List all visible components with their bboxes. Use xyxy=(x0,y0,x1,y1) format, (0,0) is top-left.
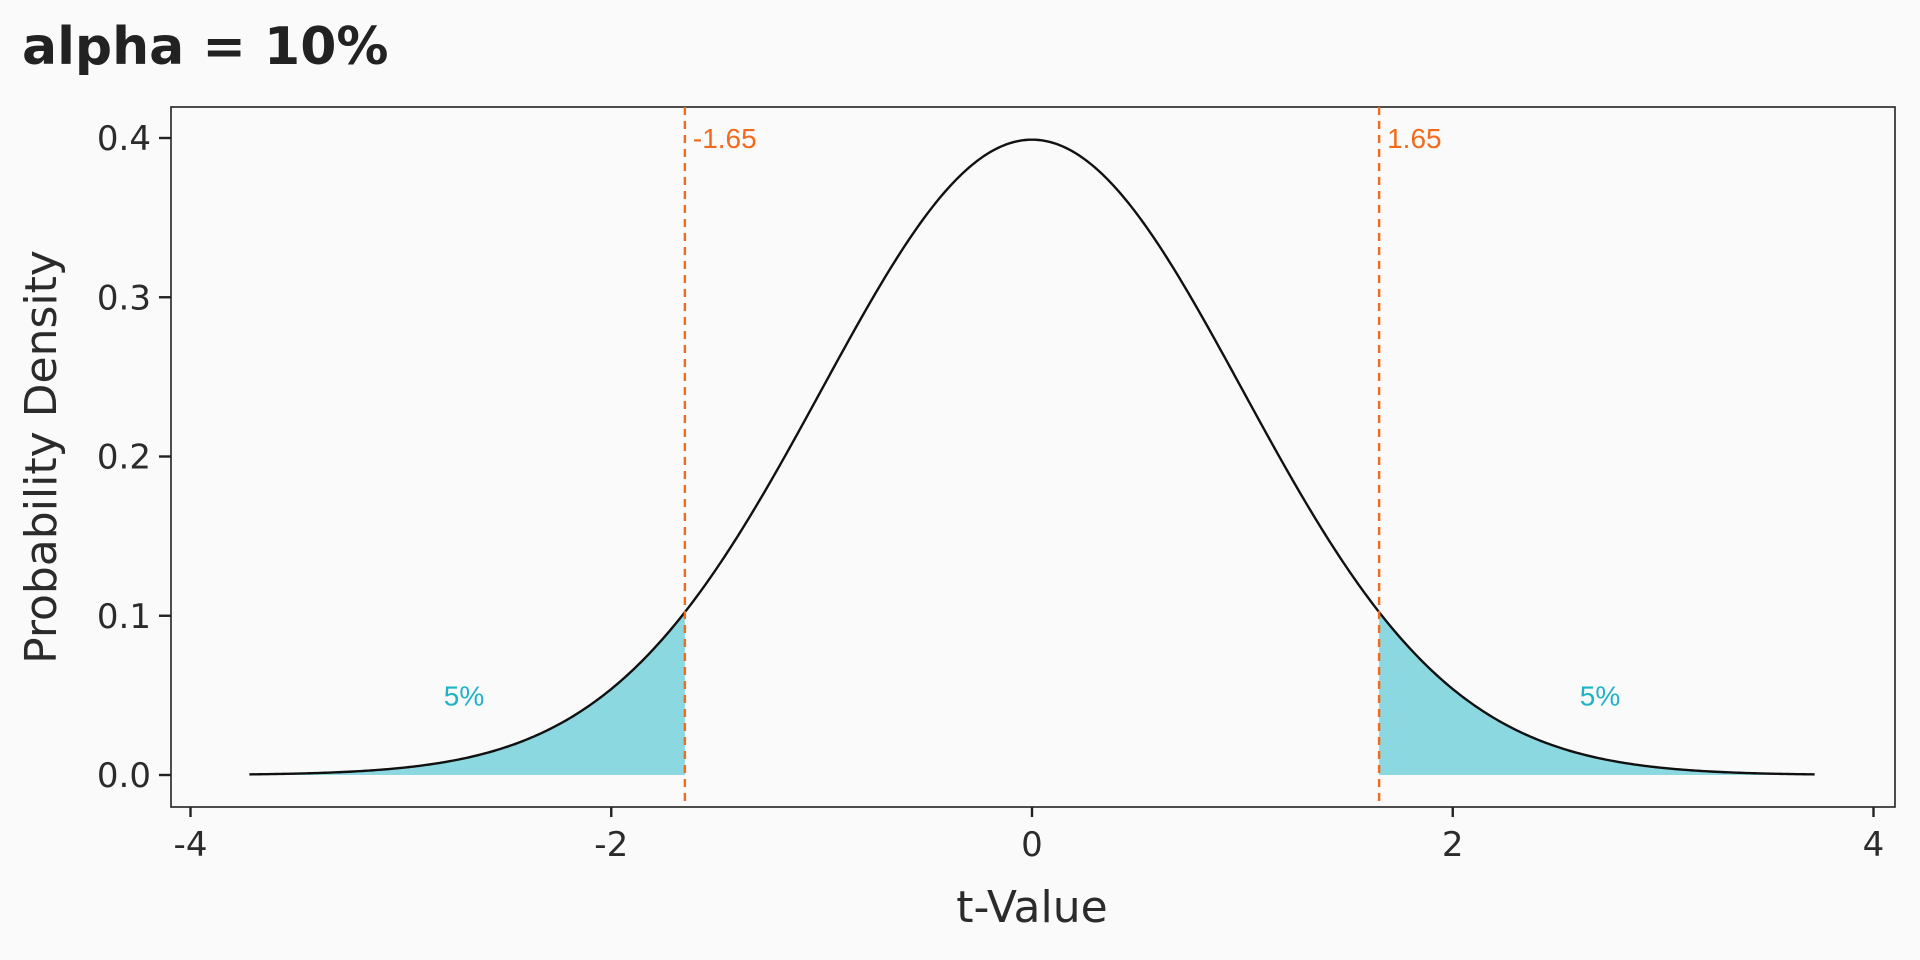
y-tick-label: 0.0 xyxy=(97,756,151,796)
tail-area-right xyxy=(1379,612,1815,775)
x-axis-title: t-Value xyxy=(956,882,1107,933)
y-axis-title: Probability Density xyxy=(16,250,67,664)
tail-label-right: 5% xyxy=(1580,680,1620,711)
tail-label-left: 5% xyxy=(444,680,484,711)
density-curve xyxy=(249,138,1815,776)
critical-label-right: 1.65 xyxy=(1387,123,1442,154)
plot-panel xyxy=(170,106,1896,808)
chart-title: alpha = 10% xyxy=(22,17,389,77)
density-curve-line xyxy=(249,138,1815,776)
x-tick-label: 2 xyxy=(1442,825,1464,865)
y-axis: 0.0 0.1 0.2 0.3 0.4 xyxy=(97,119,171,796)
critical-lines: -1.65 1.65 xyxy=(683,107,1442,807)
x-axis: -4 -2 0 2 4 xyxy=(174,807,1885,865)
x-tick-label: -4 xyxy=(174,825,208,865)
y-tick-label: 0.3 xyxy=(97,278,151,318)
critical-label-left: -1.65 xyxy=(693,123,757,154)
x-tick-label: 0 xyxy=(1021,825,1043,865)
y-tick-label: 0.4 xyxy=(97,119,151,159)
y-tick-label: 0.1 xyxy=(97,597,151,637)
x-tick-label: 4 xyxy=(1863,825,1885,865)
tail-area-left xyxy=(249,612,685,775)
y-tick-label: 0.2 xyxy=(97,438,151,478)
tail-areas: 5% 5% xyxy=(249,612,1815,775)
x-tick-label: -2 xyxy=(594,825,628,865)
